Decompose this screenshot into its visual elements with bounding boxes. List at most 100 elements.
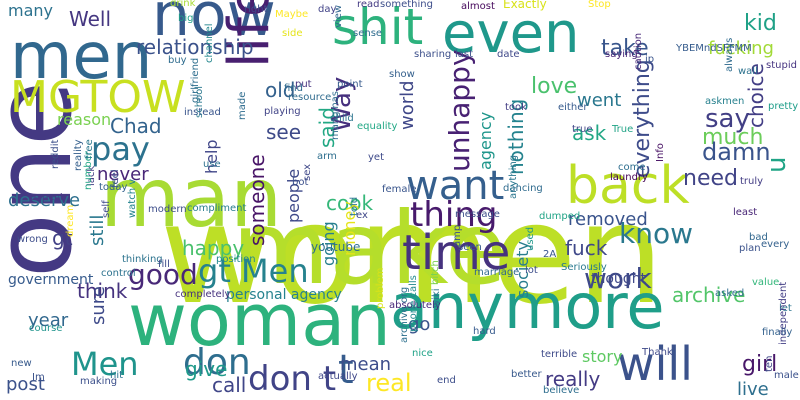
cloud-word: live: [737, 379, 769, 400]
cloud-word: wall: [738, 66, 758, 77]
cloud-word: show: [389, 69, 415, 80]
cloud-word: gt Men: [198, 252, 309, 290]
cloud-word: put: [295, 79, 312, 90]
cloud-word: least: [733, 207, 757, 218]
cloud-word: Info: [655, 143, 666, 162]
cloud-word: going: [319, 221, 338, 266]
cloud-word: 2A: [543, 249, 556, 260]
cloud-word: thought: [591, 271, 647, 287]
cloud-word: much: [702, 125, 763, 150]
cloud-word: Way: [327, 77, 357, 132]
cloud-word: shit: [332, 0, 423, 56]
cloud-word: seen: [458, 242, 482, 253]
cloud-word: dumped: [539, 211, 580, 222]
cloud-word: drink: [170, 0, 196, 9]
cloud-word: position: [216, 254, 256, 265]
cloud-word: girlfriend: [190, 58, 201, 103]
cloud-word: damn: [702, 138, 771, 166]
cloud-word: don t: [248, 359, 336, 399]
cloud-word: help: [202, 139, 221, 174]
cloud-word: lack: [86, 166, 97, 186]
cloud-word: truly: [740, 176, 763, 187]
cloud-word: arm: [317, 151, 337, 162]
cloud-word: find: [284, 83, 303, 94]
cloud-word: think: [77, 279, 128, 303]
cloud-word: make: [232, 190, 507, 307]
cloud-word: playing: [264, 106, 301, 117]
cloud-word: self: [101, 200, 112, 218]
cloud-word: reason: [57, 110, 111, 129]
cloud-word: Stop: [588, 0, 611, 10]
cloud-word: independent: [778, 282, 789, 345]
cloud-word: one: [0, 81, 95, 278]
cloud-word: sex: [302, 164, 313, 181]
cloud-word: last: [455, 49, 473, 60]
cloud-word: love: [531, 74, 577, 99]
cloud-word: used: [525, 227, 536, 251]
cloud-word: take: [601, 36, 649, 61]
cloud-word: every: [761, 239, 789, 250]
cloud-word: problem: [375, 268, 386, 309]
cloud-word: wrong: [17, 234, 48, 245]
cloud-word: pretty: [768, 101, 798, 112]
cloud-word: almost: [461, 1, 495, 12]
cloud-word: go: [408, 314, 430, 335]
cloud-word: back: [566, 156, 690, 216]
cloud-word: really: [545, 367, 600, 391]
cloud-word: caution: [633, 33, 644, 70]
cloud-word: something: [380, 0, 433, 10]
cloud-word: unhappy: [443, 49, 476, 172]
cloud-word: either: [558, 102, 588, 113]
cloud-word: reddit: [50, 139, 61, 169]
cloud-word: gt: [52, 226, 73, 250]
cloud-word: resource: [288, 92, 331, 103]
cloud-word: deserve: [8, 190, 80, 211]
cloud-word: archive org: [399, 287, 410, 343]
cloud-word: female: [382, 184, 416, 195]
cloud-word: told: [349, 197, 360, 216]
cloud-word: men: [10, 20, 152, 94]
cloud-word: know: [619, 217, 693, 250]
cloud-word: read: [357, 0, 380, 10]
cloud-word: Im: [32, 372, 45, 383]
cloud-word: lot: [525, 265, 538, 276]
cloud-word: made: [237, 92, 248, 120]
cloud-word: dream: [65, 205, 76, 237]
cloud-word: said: [315, 107, 339, 148]
cloud-word: today: [99, 182, 128, 193]
cloud-word: say: [705, 104, 750, 134]
cloud-word: real: [366, 369, 411, 397]
cloud-word: happy: [182, 236, 244, 260]
cloud-word: u: [762, 157, 792, 173]
cloud-word: man: [100, 151, 282, 246]
cloud-word: true: [572, 124, 593, 135]
cloud-word: everything: [630, 59, 655, 178]
cloud-word: school: [194, 86, 205, 118]
cloud-word: pay: [91, 130, 150, 168]
cloud-word: fuck: [565, 236, 608, 260]
cloud-word: manginas: [330, 91, 341, 140]
cloud-word: amp: [452, 225, 463, 247]
cloud-word: sure: [88, 286, 109, 325]
cloud-word: completely: [175, 289, 230, 300]
cloud-word: Maybe: [275, 9, 308, 20]
cloud-word: never: [97, 164, 149, 185]
cloud-word: kid: [744, 11, 777, 36]
cloud-word: mean: [340, 354, 391, 375]
cloud-word: hit: [110, 370, 123, 381]
cloud-word: removed: [568, 209, 648, 230]
cloud-word: value: [752, 277, 779, 288]
cloud-word: always: [724, 38, 735, 72]
cloud-word: even: [442, 1, 580, 66]
cloud-word: finally: [762, 327, 792, 338]
cloud-word: asked: [715, 288, 744, 299]
cloud-word: modern: [148, 204, 187, 215]
cloud-word: expect: [30, 192, 64, 203]
cloud-word: now: [152, 0, 276, 50]
cloud-word: message: [455, 209, 500, 220]
cloud-word: Men: [71, 345, 139, 383]
cloud-word: channel: [204, 23, 215, 63]
cloud-word: phone calls: [408, 275, 419, 332]
cloud-word: absolutely: [389, 300, 441, 311]
